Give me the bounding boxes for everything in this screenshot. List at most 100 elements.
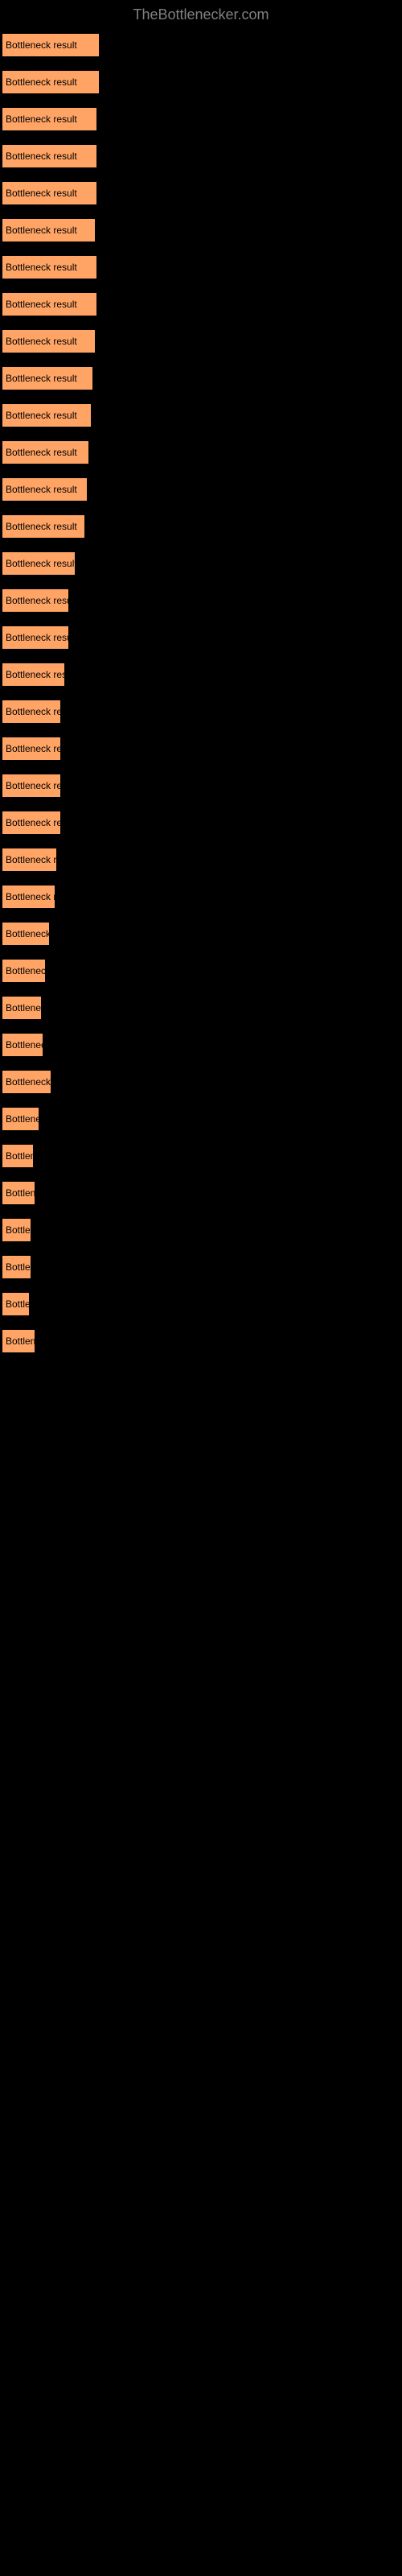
bar-group: Bottleneck result (2, 661, 400, 687)
bar[interactable]: Bottleneck result (2, 774, 61, 798)
bar-wrapper: Bottleneck result44 (2, 514, 400, 539)
bar[interactable]: Bottleneck result44 (2, 403, 92, 427)
bar[interactable]: Bottleneck result (2, 625, 69, 650)
bar-wrapper: Bottleneck result (2, 811, 400, 835)
bar[interactable]: Bottleneck (2, 1107, 39, 1131)
bar-group: Bottlenec (2, 1179, 400, 1205)
bar[interactable]: Bottlene (2, 1255, 31, 1279)
bar-group: Bottleneck result49 (2, 142, 400, 168)
bar-value: 49 (98, 298, 111, 311)
bar-wrapper: Bottleneck r (2, 1033, 400, 1057)
bar[interactable]: Bottleneck result49 (2, 181, 97, 205)
bar-group: Bottleneck result 44 (2, 402, 400, 427)
bar[interactable]: Bottleneck result (2, 700, 61, 724)
bar-group: Bottlenec (2, 1327, 400, 1353)
bar[interactable]: Bottleneck result49 (2, 107, 97, 131)
bar[interactable]: Bottleneck result (2, 663, 65, 687)
bar-wrapper: Bottlen (2, 1292, 400, 1316)
bar[interactable]: Bottleneck result (2, 811, 61, 835)
bar[interactable]: Bottleneck result49 (2, 144, 97, 168)
bar[interactable]: Bottlenec (2, 1181, 35, 1205)
bar-inner-label: Bottlenec (6, 1187, 46, 1199)
bar-group: Bottleneck re (2, 957, 400, 983)
bar[interactable]: Bottlene (2, 1218, 31, 1242)
bar-inner-label: Bottleneck result (6, 854, 77, 865)
bar-wrapper: Bottleneck result48 (2, 218, 400, 242)
bar-inner-label: Bottleneck result (6, 521, 77, 532)
bar[interactable]: Bottleneck result (2, 551, 76, 576)
bar[interactable]: Bottlenec (2, 1329, 35, 1353)
bar[interactable]: Bottleneck resu (2, 1070, 51, 1094)
bar-group: Bottleneck result 44 (2, 476, 400, 502)
bar-inner-label: Bottleneck result (6, 76, 77, 88)
bar[interactable]: Bottlen (2, 1292, 30, 1316)
bar-wrapper: Bottleneck result 50 (2, 70, 400, 94)
bar-wrapper: Bottleneck result49 (2, 144, 400, 168)
bar[interactable]: Bottleneck result49 (2, 292, 97, 316)
bar-wrapper: Bottleneck result (2, 663, 400, 687)
bar[interactable]: Bottleneck result44 (2, 440, 89, 464)
bar-inner-label: Bottleneck result (6, 410, 77, 421)
bar-value: 44 (90, 446, 103, 459)
bar-group: Bottleneck result (2, 772, 400, 798)
bar-group: Bottleneck result44 (2, 365, 400, 390)
bar-inner-label: Bottleneck result (6, 558, 77, 569)
bar[interactable]: Bottleneck (2, 996, 42, 1020)
bar[interactable]: Bottleneck result44 (2, 366, 93, 390)
bar-inner-label: Bottleneck result (6, 373, 77, 384)
bar-value: 49 (98, 261, 111, 274)
bar-inner-label: Bottleneck (6, 1113, 51, 1125)
bar[interactable]: Bottleneck res (2, 922, 50, 946)
bar-inner-label: Bottleneck re (6, 965, 62, 976)
bar[interactable]: Bottleneck result (2, 588, 69, 613)
bar-value: 50 (100, 39, 113, 52)
bar-wrapper: Bottleneck result (2, 588, 400, 613)
bar-group: Bottleneck result 50 (2, 68, 400, 94)
bar-group: Bottleneck result49 (2, 105, 400, 131)
bar[interactable]: Bottlene (2, 1144, 34, 1168)
bar-group: Bottleneck result (2, 883, 400, 909)
bar-inner-label: Bottleneck result (6, 595, 77, 606)
bar[interactable]: Bottleneck result44 (2, 514, 85, 539)
bar[interactable]: Bottleneck result50 (2, 33, 100, 57)
bar-inner-label: Bottlen (6, 1298, 35, 1310)
bar-wrapper: Bottleneck result (2, 774, 400, 798)
bar-wrapper: Bottlene (2, 1144, 400, 1168)
bar[interactable]: Bottleneck re (2, 959, 46, 983)
bar-value: 50 (100, 76, 113, 89)
bar-inner-label: Bottleneck result (6, 39, 77, 51)
bar[interactable]: Bottleneck r (2, 1033, 43, 1057)
bar-inner-label: Bottleneck result (6, 151, 77, 162)
bar-group: Bottleneck result49 (2, 291, 400, 316)
bar[interactable]: Bottleneck result (2, 885, 55, 909)
bar-wrapper: Bottlenec (2, 1181, 400, 1205)
bar[interactable]: Bottleneck result48 (2, 329, 96, 353)
site-header-link[interactable]: TheBottlenecker.com (0, 6, 402, 23)
bar-wrapper: Bottleneck result (2, 700, 400, 724)
bar-value: 48 (96, 224, 109, 237)
bar-wrapper: Bottleneck result (2, 551, 400, 576)
bar-inner-label: Bottleneck result (6, 484, 77, 495)
bar-inner-label: Bottleneck (6, 1002, 51, 1013)
bar-group: Bottleneck result (2, 846, 400, 872)
bar-group: Bottleneck result (2, 698, 400, 724)
bar-group: Bottleneck r (2, 1031, 400, 1057)
bar-value: 44 (92, 409, 105, 422)
bar[interactable]: Bottleneck result44 (2, 477, 88, 502)
bar-group: Bottleneck result (2, 735, 400, 761)
bar-group: Bottlene (2, 1216, 400, 1242)
bar-inner-label: Bottleneck result (6, 632, 77, 643)
bar[interactable]: Bottleneck result49 (2, 255, 97, 279)
bar-value: 49 (98, 187, 111, 200)
bar-wrapper: Bottleneck re (2, 959, 400, 983)
bar[interactable]: Bottleneck result50 (2, 70, 100, 94)
bar[interactable]: Bottleneck result (2, 737, 61, 761)
bar-wrapper: Bottleneck result48 (2, 329, 400, 353)
bar-wrapper: Bottleneck result (2, 737, 400, 761)
bar-value: 44 (88, 483, 101, 496)
bar-wrapper: Bottleneck result49 (2, 181, 400, 205)
bar[interactable]: Bottleneck result48 (2, 218, 96, 242)
bar-wrapper: Bottlene (2, 1218, 400, 1242)
bar[interactable]: Bottleneck result (2, 848, 57, 872)
bar-inner-label: Bottleneck result (6, 447, 77, 458)
